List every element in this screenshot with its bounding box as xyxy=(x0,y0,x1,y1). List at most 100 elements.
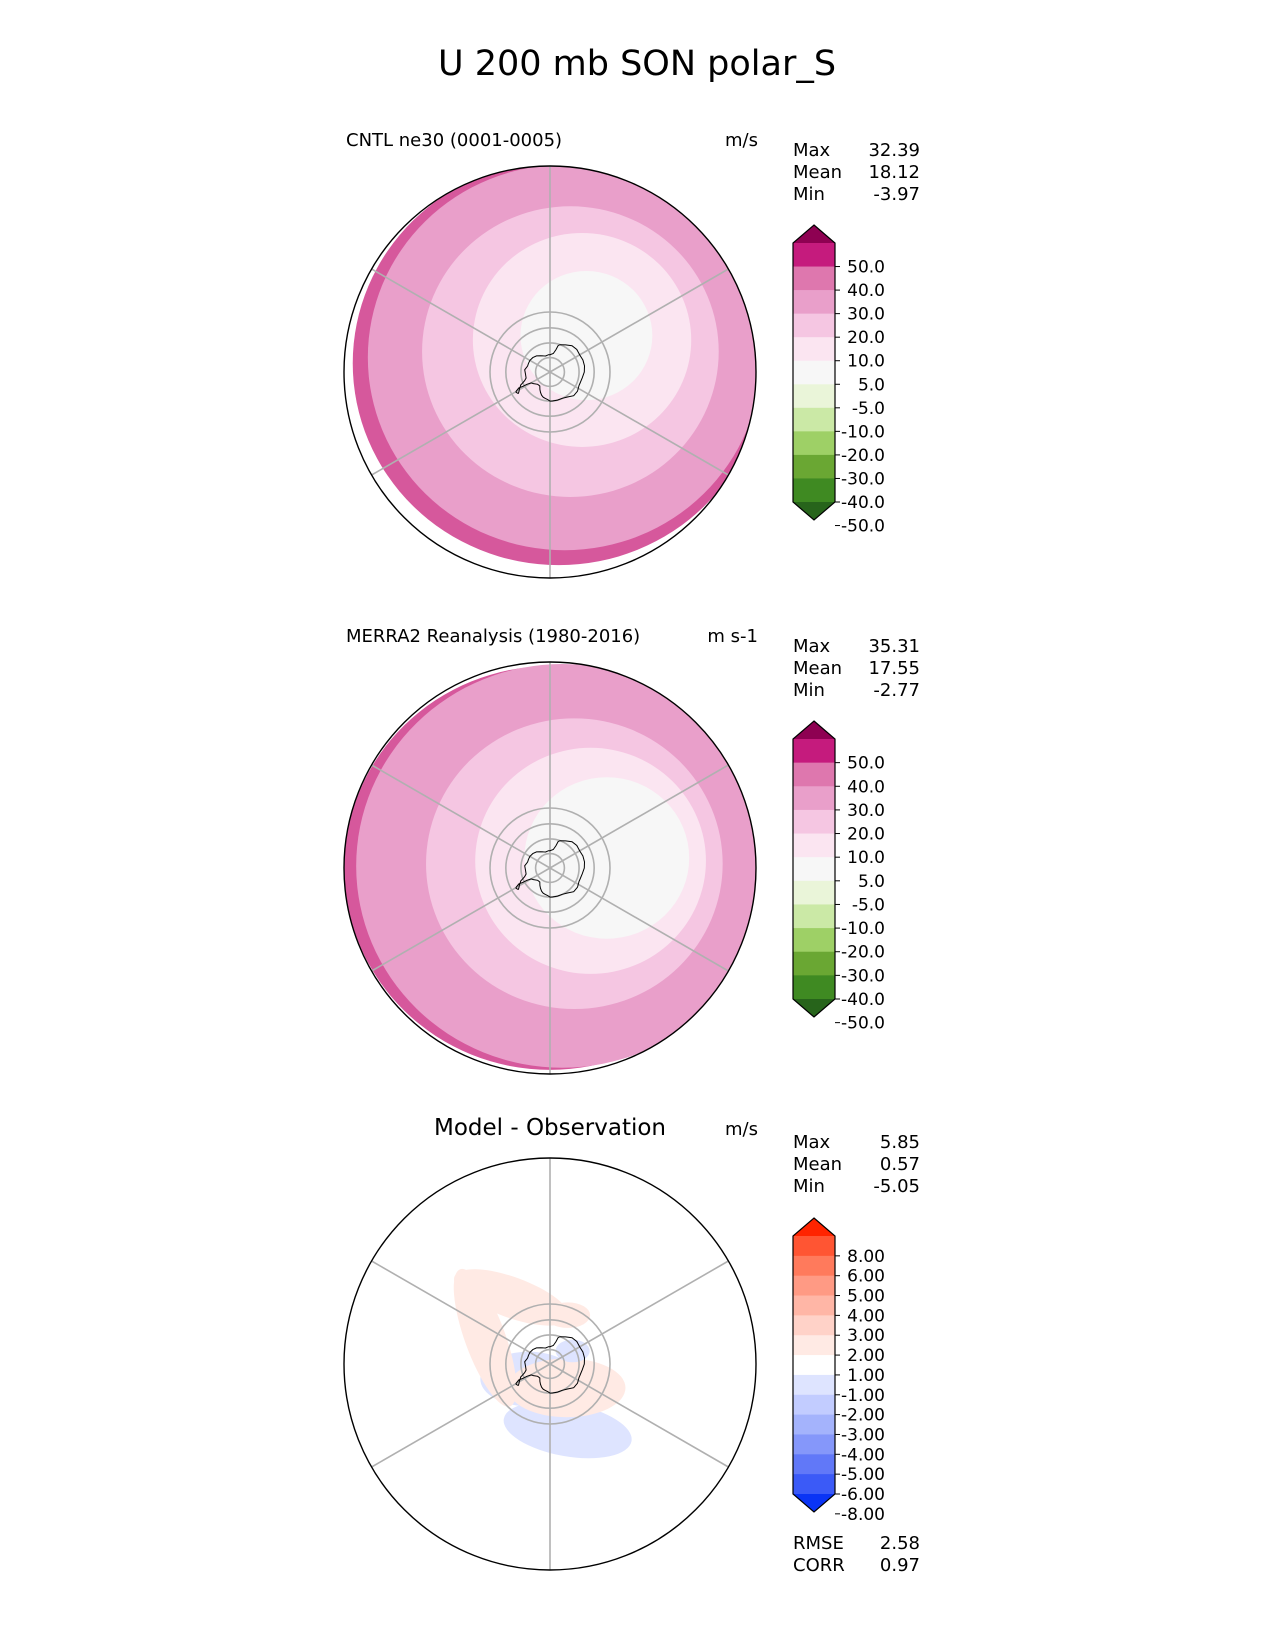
colorbar-segment xyxy=(793,1474,835,1495)
stat-value: -3.97 xyxy=(873,184,920,205)
meridian-240 xyxy=(371,867,551,972)
colorbar-extend-min xyxy=(793,1494,835,1512)
colorbar-tick-label: -40.0 xyxy=(841,990,885,1010)
field-contour-5 xyxy=(524,777,690,939)
panel-units: m/s xyxy=(725,130,758,151)
stat-label: Max xyxy=(793,1132,831,1153)
colorbar-segment xyxy=(793,880,835,905)
meridian-120 xyxy=(549,867,729,972)
panel-title: CNTL ne30 (0001-0005) xyxy=(346,130,562,151)
colorbar-tick-label: 2.00 xyxy=(847,1346,885,1366)
anomaly-blob-7-level-1 xyxy=(545,1302,591,1328)
colorbar-extend-min xyxy=(793,999,835,1017)
colorbar-segment xyxy=(793,857,835,882)
colorbar-tick-label: 8.00 xyxy=(847,1247,885,1267)
colorbar-tick-label: -6.00 xyxy=(841,1485,885,1505)
colorbar-segment xyxy=(793,1414,835,1435)
meridian-300 xyxy=(371,764,551,869)
meridian-240 xyxy=(371,1363,551,1468)
stat-value: -2.77 xyxy=(873,680,920,701)
map-panel-1: CNTL ne30 (0001-0005) m/s Max 32.39 Mean 18.1… xyxy=(343,130,920,579)
colorbar-tick-label: 5.0 xyxy=(858,872,885,892)
colorbar-tick-label: 40.0 xyxy=(847,281,885,301)
stat-value: 32.39 xyxy=(868,140,920,161)
stat-label: Max xyxy=(793,140,831,161)
field-contour-5 xyxy=(520,270,653,401)
stat-value: 17.55 xyxy=(868,658,920,679)
meridian-300 xyxy=(371,1260,551,1365)
colorbar-tick-label: -3.00 xyxy=(841,1425,885,1445)
colorbar-tick-label: 1.00 xyxy=(847,1366,885,1386)
metric-value: 0.97 xyxy=(880,1555,920,1576)
antarctica-coastline xyxy=(515,1336,586,1394)
colorbar-segment xyxy=(793,786,835,811)
colorbar-tick-label: 20.0 xyxy=(847,825,885,845)
colorbar-segment xyxy=(793,360,835,385)
colorbar-segment xyxy=(793,809,835,834)
colorbar-tick-label: 4.00 xyxy=(847,1306,885,1326)
colorbar-tick-label: -50.0 xyxy=(841,1014,885,1034)
colorbar-segment xyxy=(793,1335,835,1356)
colorbar-segment xyxy=(793,313,835,338)
stat-label: Mean xyxy=(793,658,842,679)
colorbar-segment xyxy=(793,833,835,858)
colorbar-segment xyxy=(793,1434,835,1455)
stat-label: Min xyxy=(793,680,825,701)
colorbar-segment xyxy=(793,739,835,764)
colorbar-tick-label: 5.0 xyxy=(858,375,885,395)
colorbar-segment xyxy=(793,762,835,787)
meridian-120 xyxy=(549,371,729,476)
meridian-120 xyxy=(549,1363,729,1468)
panel-title: Model - Observation xyxy=(434,1115,666,1141)
meridian-300 xyxy=(371,268,551,373)
colorbar-tick-label: 6.00 xyxy=(847,1267,885,1287)
colorbar-tick-label: -20.0 xyxy=(841,943,885,963)
stat-label: Max xyxy=(793,636,831,657)
colorbar-segment xyxy=(793,904,835,929)
anomaly-blob-1-level-1 xyxy=(503,1401,632,1459)
colorbar-tick-label: 50.0 xyxy=(847,754,885,774)
meridian-240 xyxy=(371,371,551,476)
colorbar-tick-label: -40.0 xyxy=(841,493,885,513)
colorbar-segment xyxy=(793,1355,835,1376)
colorbar-tick-label: -10.0 xyxy=(841,919,885,939)
colorbar-extend-min xyxy=(793,502,835,520)
stat-value: 35.31 xyxy=(868,636,920,657)
colorbar-tick-label: -20.0 xyxy=(841,446,885,466)
colorbar-segment xyxy=(793,951,835,976)
map-boundary xyxy=(343,661,757,1075)
stat-label: Min xyxy=(793,1176,825,1197)
colorbar-extend-max xyxy=(793,1218,835,1236)
colorbar-segment xyxy=(793,1454,835,1475)
anomaly-blob-5-level-1 xyxy=(453,1268,517,1407)
colorbar-segment xyxy=(793,337,835,362)
colorbar-tick-label: -8.00 xyxy=(841,1505,885,1525)
antarctica-coastline xyxy=(515,840,586,898)
anomaly-blob-6-level-1 xyxy=(454,1269,570,1326)
colorbar-segment xyxy=(793,478,835,503)
colorbar-segment xyxy=(793,1315,835,1336)
map-panel-3: Model - Observation m/s Max 5.85 Mean 0.57 Min… xyxy=(343,1115,920,1576)
antarctica-coastline xyxy=(515,344,586,402)
colorbar-tick-label: -5.0 xyxy=(852,895,885,915)
metric-label: RMSE xyxy=(793,1533,844,1554)
colorbar-tick-label: -2.00 xyxy=(841,1406,885,1426)
stat-value: 0.57 xyxy=(880,1154,920,1175)
colorbar-segment xyxy=(793,928,835,953)
stat-value: 18.12 xyxy=(868,162,920,183)
map-panel-2: MERRA2 Reanalysis (1980-2016) m s-1 Max 35.… xyxy=(343,626,920,1075)
colorbar-tick-label: 10.0 xyxy=(847,848,885,868)
stat-label: Mean xyxy=(793,1154,842,1175)
colorbar-segment xyxy=(793,1275,835,1296)
figure-title: U 200 mb SON polar_S xyxy=(438,44,836,84)
colorbar-outline xyxy=(792,224,836,521)
colorbar-tick-label: -30.0 xyxy=(841,966,885,986)
colorbar-segment xyxy=(793,975,835,1000)
panel-units: m/s xyxy=(725,1119,758,1140)
colorbar-tick-label: -50.0 xyxy=(841,517,885,537)
colorbar-segment xyxy=(793,1236,835,1257)
stat-label: Mean xyxy=(793,162,842,183)
colorbar-tick-label: 5.00 xyxy=(847,1287,885,1307)
stat-label: Min xyxy=(793,184,825,205)
colorbar-segment xyxy=(793,384,835,409)
